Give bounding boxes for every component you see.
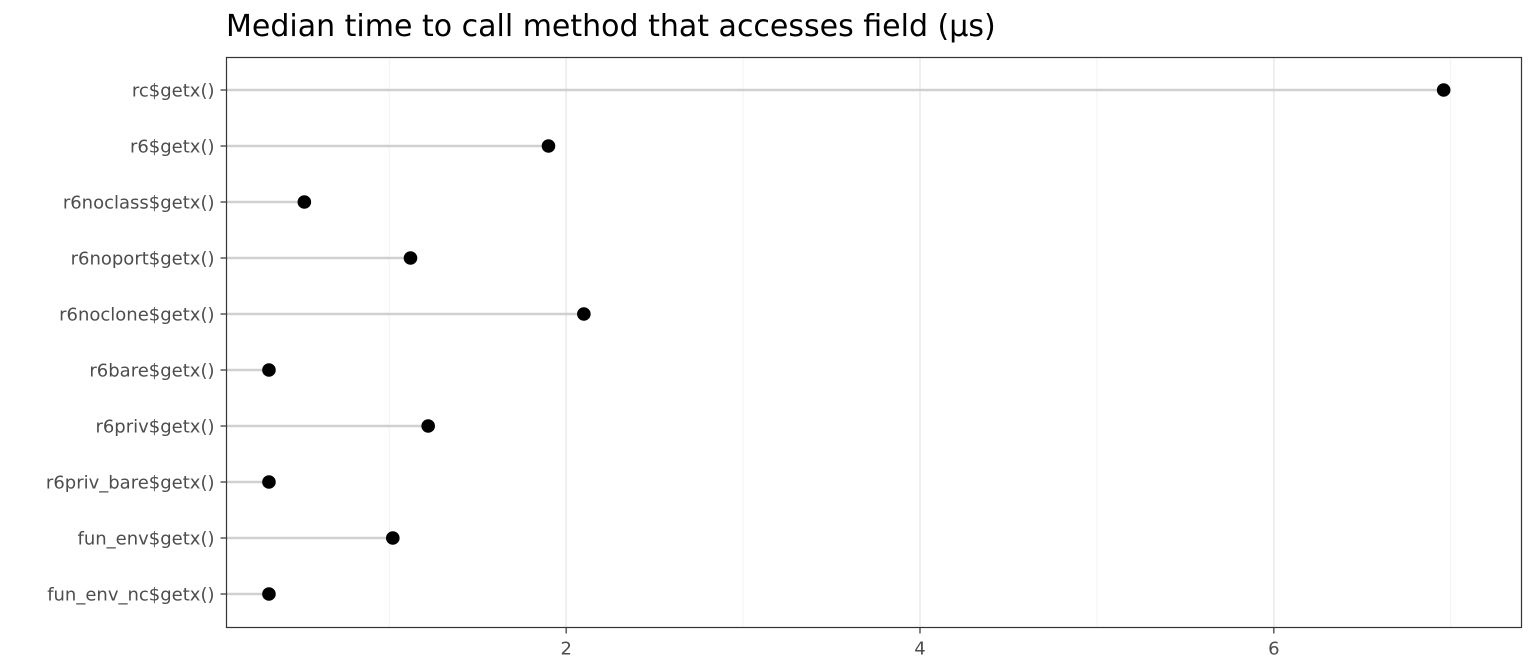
x-axis: 2 4 6 — [560, 627, 1280, 660]
stems — [226, 88, 1444, 596]
chart-title: Median time to call method that accesses… — [226, 9, 996, 44]
y-tick-label: r6noclone$getx() — [59, 305, 214, 326]
y-tick-label: r6priv_bare$getx() — [46, 473, 215, 494]
data-point — [385, 531, 400, 545]
y-tick-label: r6noport$getx() — [71, 249, 215, 270]
y-tick-label: r6bare$getx() — [89, 361, 214, 382]
plot-panel — [225, 56, 1523, 629]
data-point — [1436, 83, 1451, 97]
y-tick-label: fun_env$getx() — [78, 529, 215, 550]
grid — [388, 57, 1452, 628]
y-tick-label: r6$getx() — [130, 137, 215, 158]
data-point — [403, 251, 418, 265]
data-point — [577, 307, 591, 321]
y-tick-label: r6priv$getx() — [95, 417, 214, 438]
data-point — [262, 363, 276, 377]
y-axis: rc$getx() r6$getx() r6noclass$getx() r6nopo… — [46, 81, 227, 606]
y-tick-label: fun_env_nc$getx() — [47, 585, 214, 606]
y-tick-label: rc$getx() — [132, 81, 215, 102]
y-tick-label: r6noclass$getx() — [63, 193, 215, 214]
data-point — [297, 195, 312, 209]
x-tick-label: 2 — [560, 639, 571, 660]
data-point — [262, 587, 276, 601]
x-tick-label: 4 — [914, 639, 925, 660]
x-tick-label: 6 — [1268, 639, 1279, 660]
data-point — [421, 419, 435, 433]
data-points — [262, 83, 1451, 601]
data-point — [541, 139, 556, 153]
data-point — [262, 475, 276, 489]
